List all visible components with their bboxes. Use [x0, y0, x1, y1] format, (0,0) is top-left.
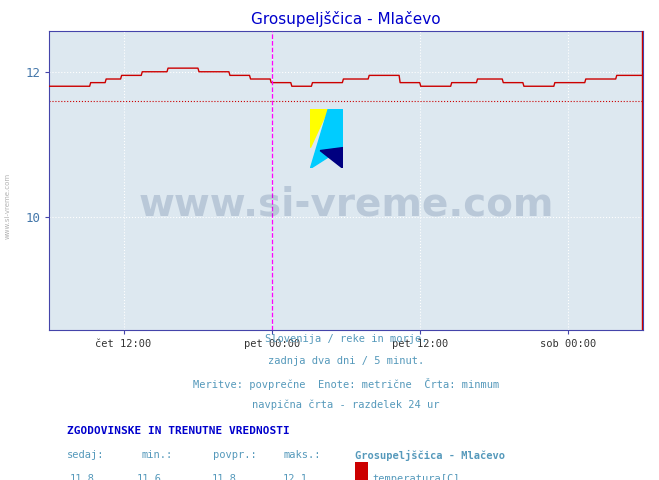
Text: Slovenija / reke in morje.: Slovenija / reke in morje.: [265, 334, 427, 344]
Text: 11,8: 11,8: [212, 474, 237, 480]
Text: temperatura[C]: temperatura[C]: [373, 474, 460, 480]
Text: 11,8: 11,8: [70, 474, 94, 480]
Text: Meritve: povprečne  Enote: metrične  Črta: minmum: Meritve: povprečne Enote: metrične Črta:…: [193, 378, 499, 390]
Bar: [355, 462, 368, 480]
Text: 11,6: 11,6: [136, 474, 161, 480]
Title: Grosupeljščica - Mlačevo: Grosupeljščica - Mlačevo: [251, 11, 441, 27]
Text: www.si-vreme.com: www.si-vreme.com: [5, 173, 11, 240]
Text: povpr.:: povpr.:: [213, 450, 256, 460]
Text: navpična črta - razdelek 24 ur: navpična črta - razdelek 24 ur: [252, 399, 440, 410]
Text: sedaj:: sedaj:: [67, 450, 105, 460]
Text: www.si-vreme.com: www.si-vreme.com: [138, 185, 554, 223]
Text: 12,1: 12,1: [283, 474, 308, 480]
Text: min.:: min.:: [142, 450, 173, 460]
Text: maks.:: maks.:: [283, 450, 321, 460]
Text: Grosupeljščica - Mlačevo: Grosupeljščica - Mlačevo: [355, 450, 505, 461]
Text: zadnja dva dni / 5 minut.: zadnja dva dni / 5 minut.: [268, 356, 424, 366]
Text: ZGODOVINSKE IN TRENUTNE VREDNOSTI: ZGODOVINSKE IN TRENUTNE VREDNOSTI: [67, 426, 290, 436]
